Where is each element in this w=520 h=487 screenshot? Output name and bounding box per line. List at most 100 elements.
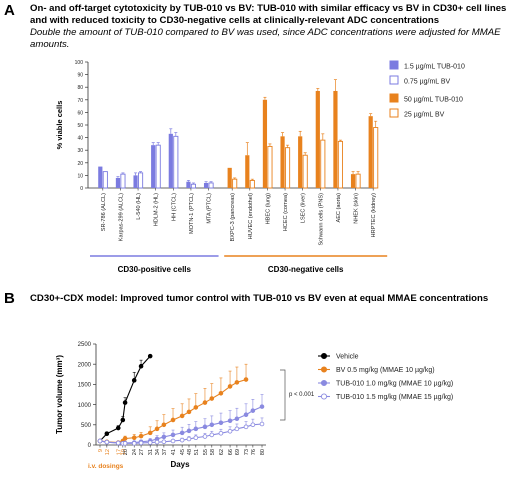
bar — [155, 144, 161, 189]
data-point — [170, 438, 176, 444]
data-point — [234, 380, 240, 385]
x-tick-label: 80 — [260, 449, 266, 455]
p-value-label: p < 0.001 — [289, 392, 315, 398]
data-point — [209, 396, 215, 401]
data-point — [259, 421, 265, 427]
data-point — [186, 436, 192, 442]
y-tick-label: 0 — [80, 186, 83, 192]
x-tick-label: HUVEC (endothel) — [248, 193, 254, 239]
data-point — [243, 424, 249, 430]
x-tick-label: 66 — [228, 449, 234, 455]
y-tick-label: 1500 — [78, 383, 92, 389]
data-point — [202, 424, 208, 430]
y-tick-label: 0 — [88, 443, 92, 449]
bar — [227, 167, 232, 188]
data-point — [147, 430, 153, 436]
legend-swatch — [389, 108, 399, 118]
data-point — [154, 426, 160, 432]
data-point — [138, 440, 144, 446]
y-tick-label: 100 — [75, 60, 84, 66]
x-tick-label: 27 — [139, 449, 145, 455]
bar — [285, 147, 291, 189]
data-point — [122, 400, 128, 405]
y-tick-label: 90 — [77, 73, 83, 79]
x-tick-label: 19 — [121, 449, 127, 455]
data-point — [193, 435, 199, 441]
panel-b-letter: B — [4, 290, 15, 307]
y-axis-label: Tumor volume (mm³) — [55, 355, 64, 434]
y-tick-label: 50 — [77, 123, 83, 129]
data-point — [161, 434, 167, 440]
bar — [115, 177, 121, 188]
viability-bar-chart: 0 10 20 30 40 50 60 70 80 90 100 % viable cells SR-7… — [55, 60, 465, 274]
data-point — [227, 428, 233, 434]
panel-b-heading: CD30+-CDX model: Improved tumor control … — [30, 293, 489, 304]
x-tick-label: 55 — [203, 449, 209, 455]
bar — [333, 90, 338, 188]
x-tick-label: HH (CTCL) — [171, 193, 177, 221]
data-point — [218, 420, 224, 426]
bar — [151, 145, 156, 188]
data-point — [227, 418, 233, 424]
x-tick-label: SR-786 (ALCL) — [101, 193, 107, 231]
x-tick-label: Schwann cells (PNS) — [318, 193, 324, 246]
data-point — [193, 405, 199, 410]
data-point — [179, 430, 185, 436]
data-point — [161, 439, 167, 445]
data-point — [186, 409, 192, 415]
data-point — [227, 384, 233, 389]
data-point — [170, 432, 176, 438]
data-point — [122, 441, 128, 446]
data-point — [97, 438, 103, 444]
data-point — [104, 431, 110, 436]
x-tick-label: LSEC (liver) — [301, 193, 307, 223]
legend-label: 0.75 µg/mL BV — [404, 79, 451, 86]
bar — [208, 182, 214, 189]
bar — [262, 99, 268, 188]
y-tick-label: 60 — [77, 110, 83, 116]
bar — [245, 155, 250, 188]
x-tick-label: 34 — [155, 449, 161, 455]
bar — [120, 173, 126, 189]
legend-swatch — [389, 93, 399, 103]
data-point — [234, 416, 240, 422]
x-axis-label: Days — [170, 460, 190, 469]
group-label-cd30-positive: CD30-positive cells — [118, 265, 192, 274]
x-tick-label: 37 — [162, 449, 168, 455]
legend-marker — [320, 352, 328, 360]
legend-label: Vehicle — [336, 354, 359, 361]
data-point — [209, 422, 215, 428]
x-tick-label: HCEC (cornea) — [283, 193, 289, 231]
y-tick-label: 10 — [77, 173, 83, 179]
bar — [168, 133, 173, 188]
legend-swatch — [389, 75, 399, 85]
bar — [173, 135, 179, 189]
y-tick-label: 20 — [77, 161, 83, 167]
x-tick-label: 31 — [148, 449, 154, 455]
bar — [186, 181, 191, 188]
data-point — [154, 439, 160, 445]
bar — [368, 116, 373, 188]
data-point — [202, 400, 208, 405]
dosing-label: i.v. dosings — [88, 463, 124, 470]
x-tick-label: 41 — [171, 449, 177, 455]
data-point — [202, 434, 208, 439]
data-point — [234, 426, 240, 432]
data-point — [170, 417, 176, 423]
data-point — [243, 412, 249, 418]
x-tick-label: 62 — [219, 449, 225, 455]
x-tick-label: Karpas-299 (ALCL) — [118, 193, 124, 241]
significance-bracket — [280, 369, 286, 421]
panel-a-subtitle: Double the amount of TUB-010 compared to… — [30, 27, 501, 50]
data-point — [147, 353, 153, 359]
bar — [373, 127, 379, 189]
bar — [315, 90, 320, 188]
legend-label: 1.5 µg/mL TUB-010 — [404, 64, 465, 71]
data-point — [115, 425, 121, 431]
bar — [98, 166, 103, 188]
y-tick-label: 70 — [77, 98, 83, 104]
data-point — [179, 437, 185, 443]
bar — [267, 145, 273, 189]
